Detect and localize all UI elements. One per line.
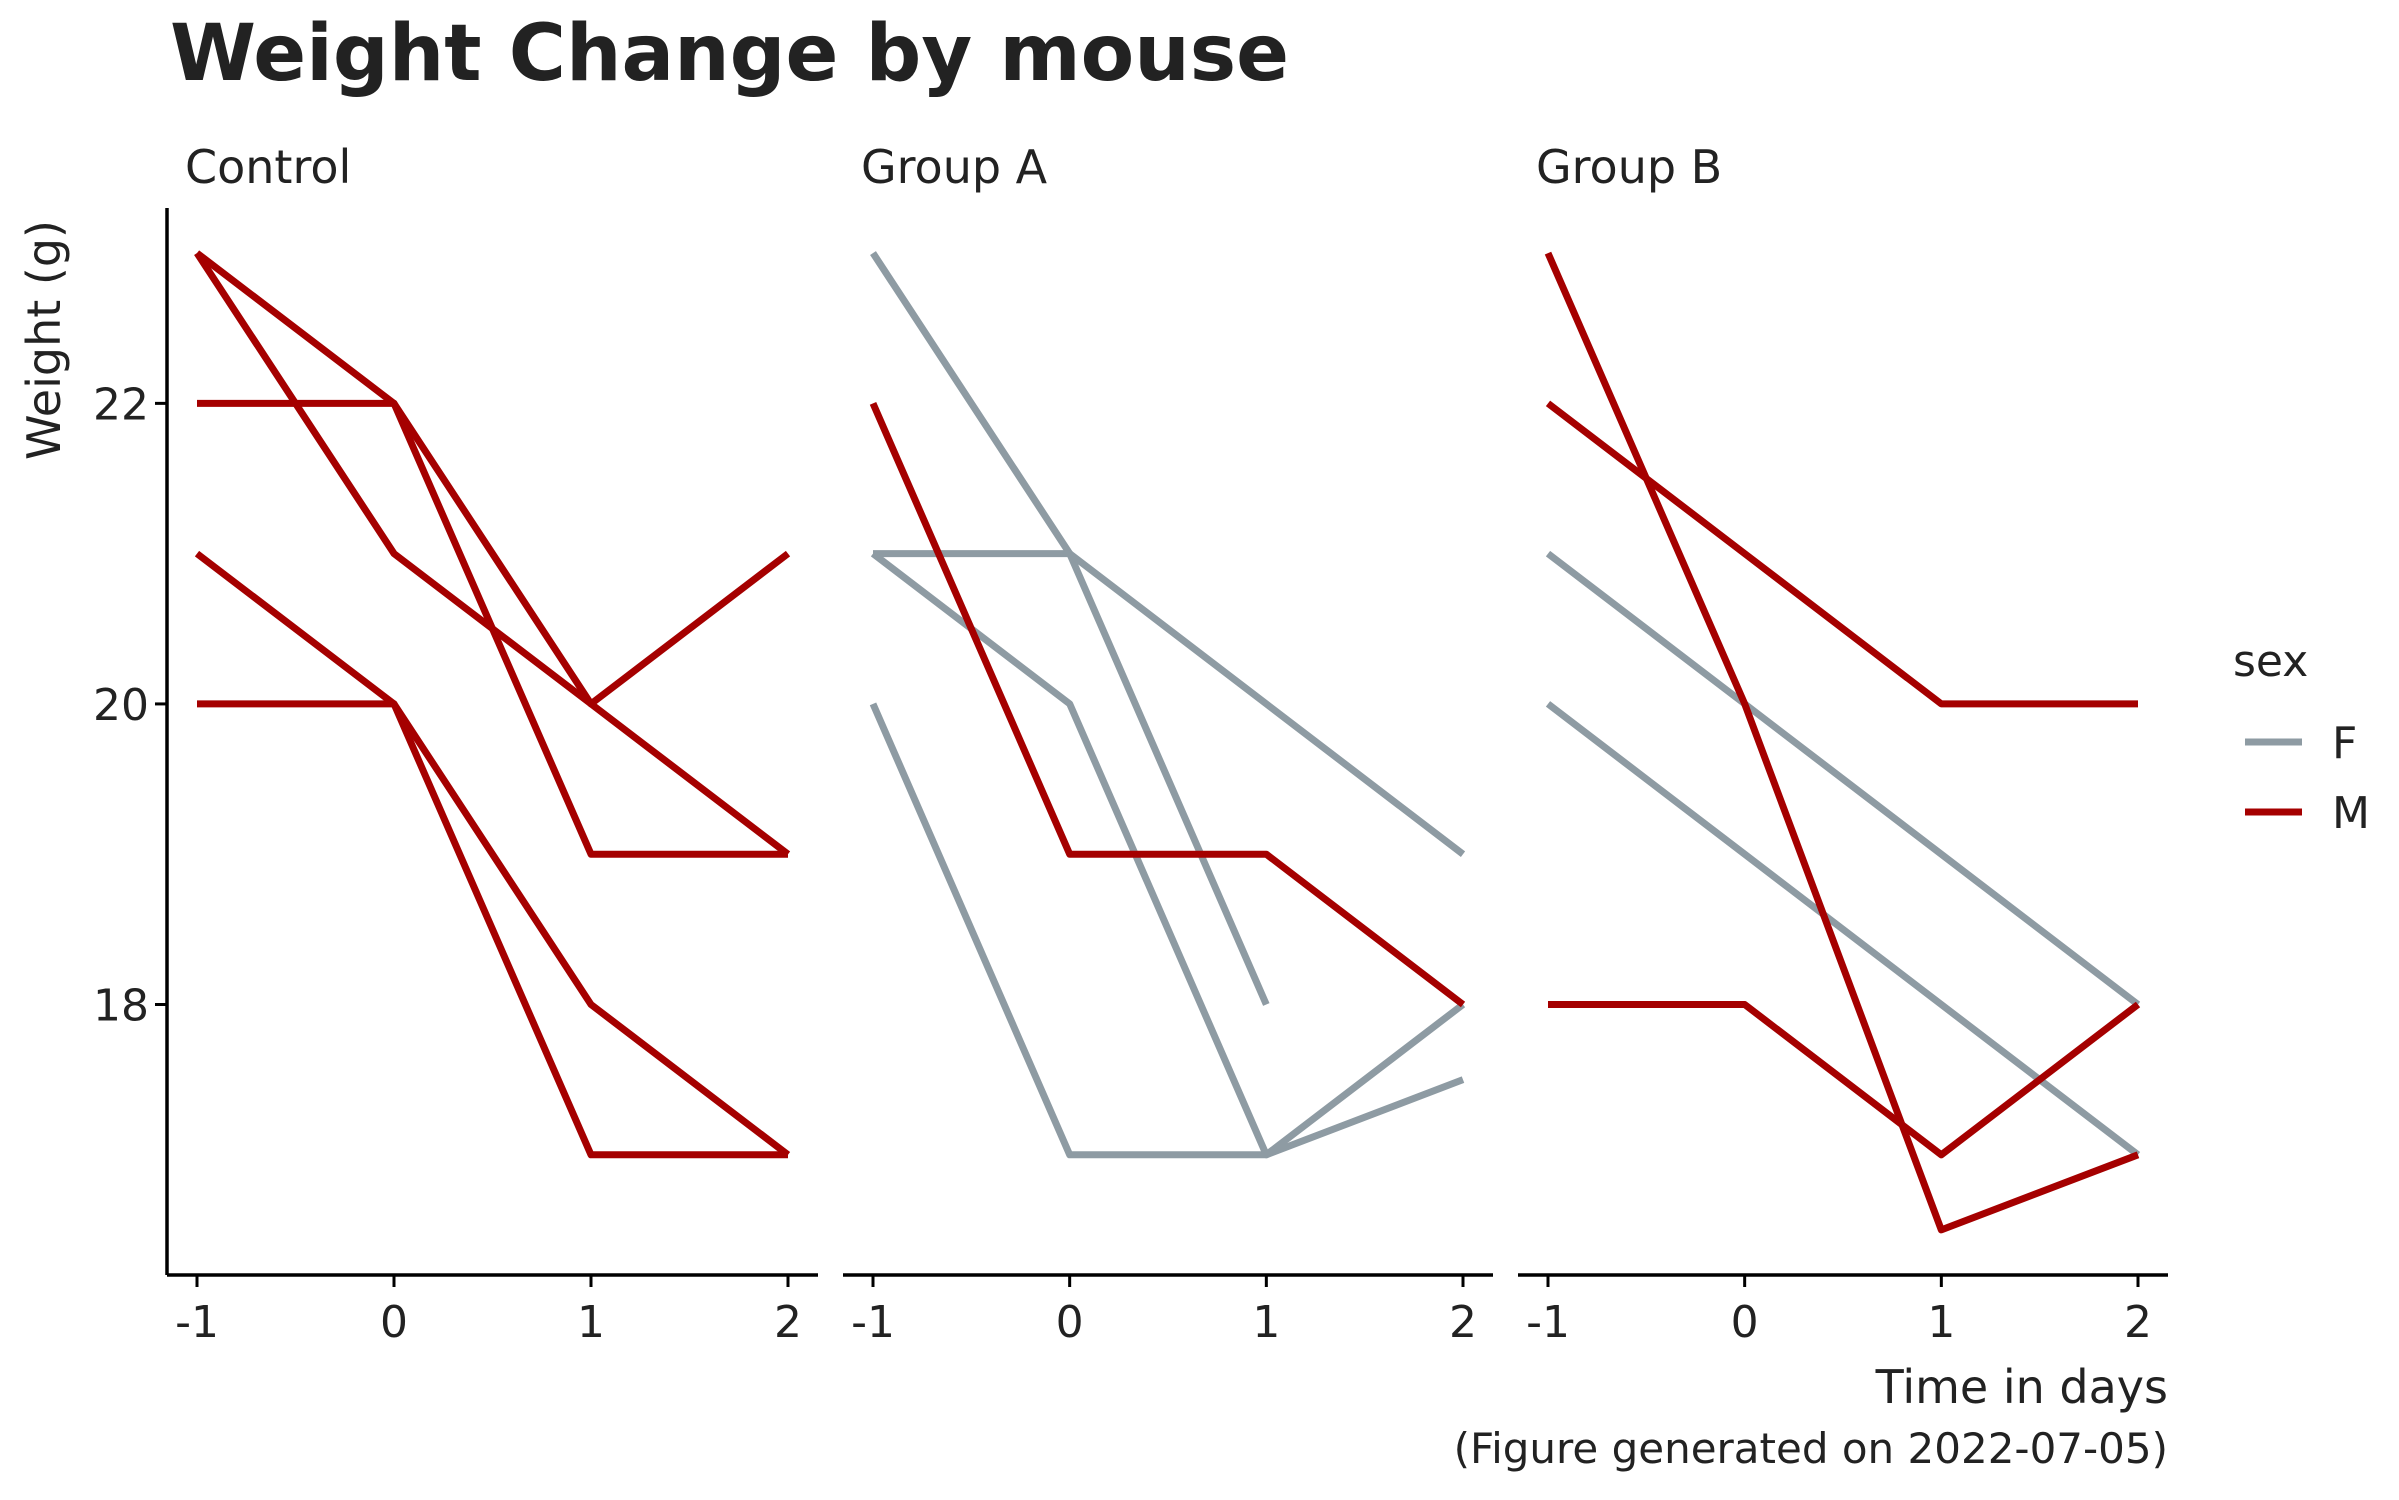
series-line-f <box>1545 701 2141 1158</box>
legend-label-m: M <box>2332 788 2370 839</box>
legend-title: sex <box>2233 636 2308 687</box>
facet-group-a: Group A -1 0 1 2 <box>843 140 1493 1348</box>
series-line-m <box>869 402 1466 1008</box>
series-line-m <box>197 399 791 708</box>
series-line-m <box>194 550 788 1159</box>
series-line-m <box>1545 400 2138 708</box>
y-tick-label: 18 <box>93 980 149 1031</box>
x-tick-label: 2 <box>2124 1297 2152 1348</box>
x-tick-label: 1 <box>1252 1297 1280 1348</box>
chart-caption: (Figure generated on 2022-07-05) <box>1454 1424 2168 1473</box>
x-tick-label: -1 <box>851 1297 895 1348</box>
y-axis-title: Weight (g) <box>17 220 71 460</box>
legend: sex FM <box>2233 636 2370 839</box>
series-line-m <box>1548 1001 2141 1159</box>
x-tick-label: 2 <box>1449 1297 1477 1348</box>
legend-label-f: F <box>2332 718 2357 769</box>
x-axis-title: Time in days <box>1875 1360 2168 1414</box>
facet-panels: Control 18 20 22 -1 0 1 2 Group A -1 0 1 2 Group B -1 0… <box>93 140 2168 1348</box>
series-line-f <box>1545 550 2141 1008</box>
series-line-f <box>873 550 1466 857</box>
facet-group-b: Group B -1 0 1 2 <box>1518 140 2168 1348</box>
series-line-f <box>870 251 1270 1006</box>
facet-label: Control <box>185 140 351 194</box>
x-tick-label: 0 <box>1731 1297 1759 1348</box>
x-tick-label: 0 <box>1056 1297 1084 1348</box>
y-tick-label: 22 <box>93 379 149 430</box>
facet-label: Group A <box>861 140 1048 194</box>
series-line-m <box>194 251 791 857</box>
y-tick-label: 20 <box>93 680 149 731</box>
x-tick-label: 2 <box>774 1297 802 1348</box>
x-tick-label: -1 <box>175 1297 219 1348</box>
facet-control: Control 18 20 22 -1 0 1 2 <box>93 140 818 1348</box>
series-line-f <box>869 702 1465 1159</box>
chart-title: Weight Change by mouse <box>170 9 1289 99</box>
facet-label: Group B <box>1536 140 1722 194</box>
x-tick-label: 1 <box>577 1297 605 1348</box>
x-tick-label: 1 <box>1927 1297 1955 1348</box>
series-line-m <box>197 700 791 1158</box>
x-tick-label: -1 <box>1526 1297 1570 1348</box>
x-tick-label: 0 <box>380 1297 408 1348</box>
